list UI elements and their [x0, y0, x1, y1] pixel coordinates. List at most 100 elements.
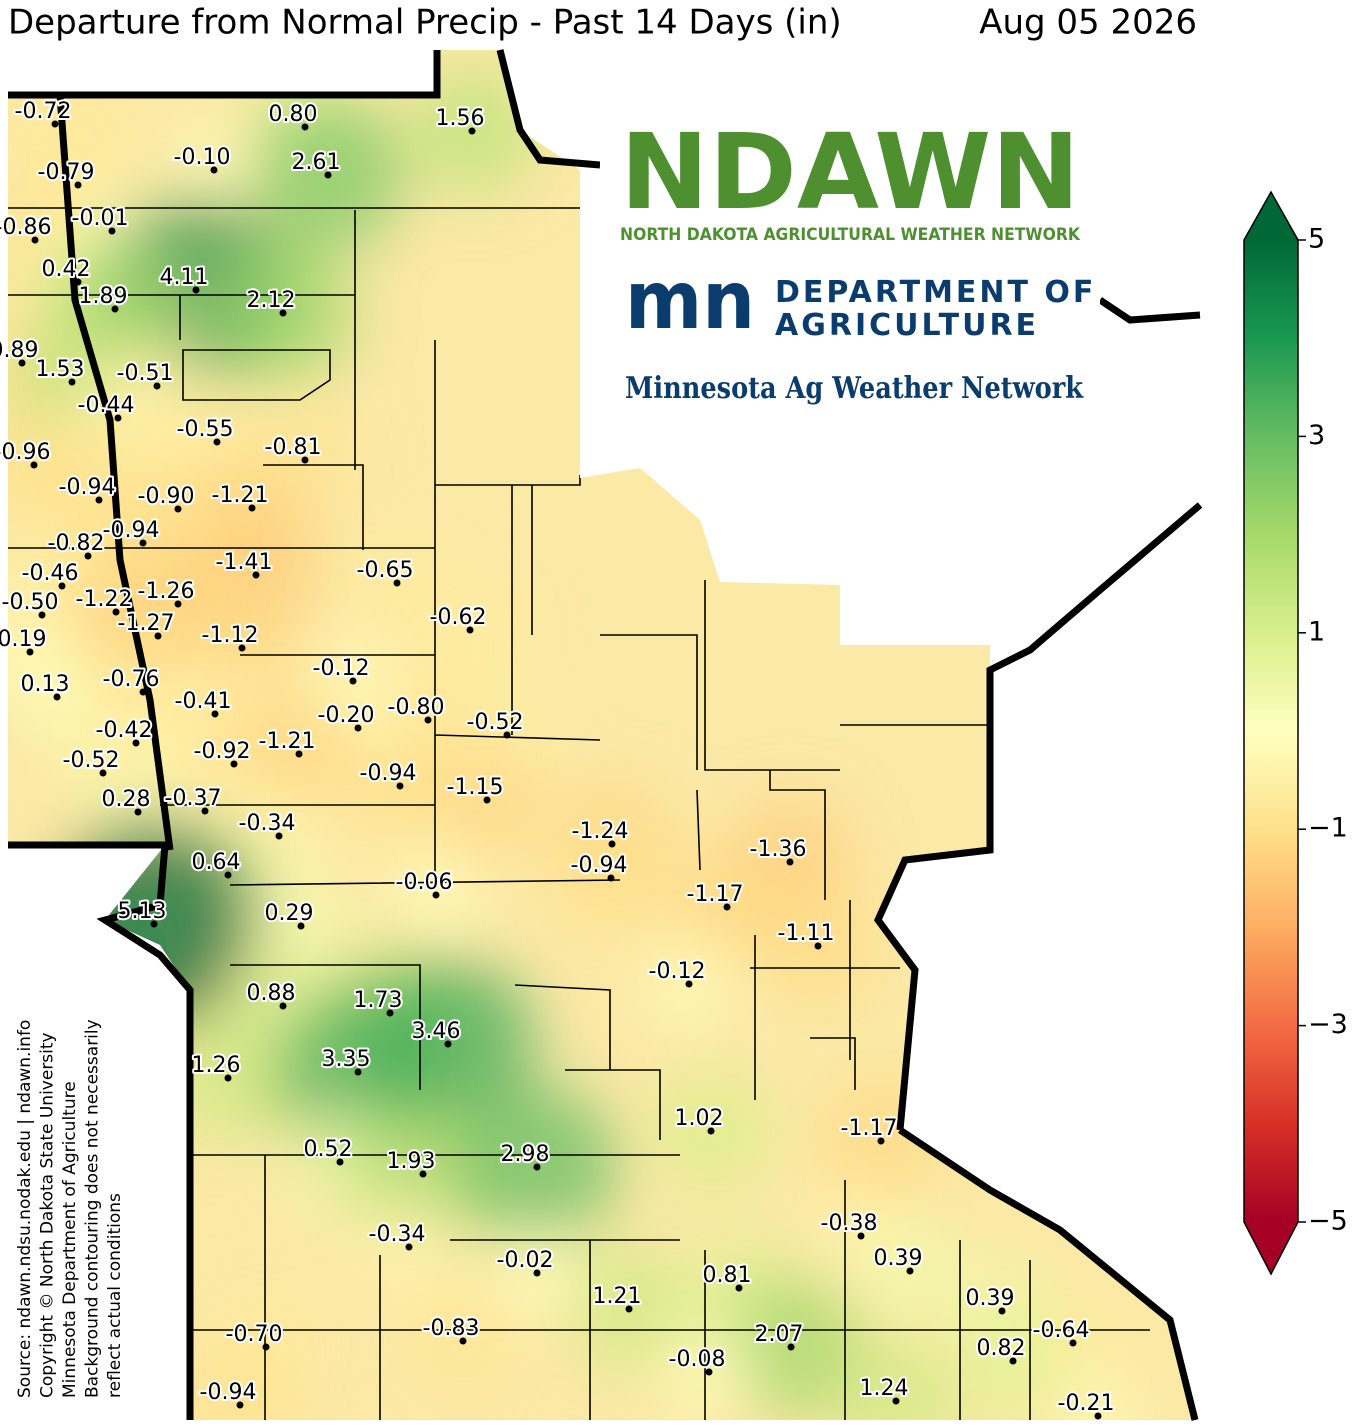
station-dot [108, 227, 116, 235]
station-label: 2.98 [501, 1142, 550, 1167]
station-label: -0.70 [226, 1322, 283, 1347]
station-dot [787, 1343, 795, 1351]
colorbar-body [1244, 240, 1298, 1222]
station-label: -1.36 [750, 837, 807, 862]
station-dot [735, 1284, 743, 1292]
station-dot [238, 644, 246, 652]
station-label: -1.21 [212, 483, 269, 508]
station-label: -0.06 [396, 870, 453, 895]
station-dot [503, 731, 511, 739]
station-dot [279, 1002, 287, 1010]
station-dot [139, 539, 147, 547]
station-label: -0.82 [48, 531, 105, 556]
station-dot [892, 1397, 900, 1405]
station-label: -0.79 [38, 160, 95, 185]
colorbar-tick-label: 1 [1308, 616, 1325, 647]
station-dot [1094, 1412, 1102, 1420]
station-label: -0.94 [200, 1380, 257, 1405]
station-dot [211, 710, 219, 718]
station-label: -0.62 [430, 605, 487, 630]
station-label: -0.86 [0, 215, 51, 240]
station-label: 3.35 [322, 1047, 371, 1072]
station-dot [424, 716, 432, 724]
county-lines [8, 207, 1150, 1420]
station-label: 2.12 [247, 288, 296, 313]
source-line: Source: ndawn.ndsu.nodak.edu | ndawn.inf… [15, 1020, 35, 1398]
station-label: -0.96 [0, 440, 50, 465]
station-label: -0.51 [117, 361, 174, 386]
station-label: 0.39 [874, 1246, 923, 1271]
station-dot [336, 1158, 344, 1166]
station-dot [150, 920, 158, 928]
station-label: 0.42 [42, 257, 91, 282]
station-label: -0.94 [103, 518, 160, 543]
station-dot [111, 305, 119, 313]
station-dot [468, 127, 476, 135]
station-label: -0.89 [0, 338, 38, 363]
station-label: -0.52 [467, 710, 524, 735]
station-label: -0.44 [78, 393, 135, 418]
station-dot [58, 582, 66, 590]
station-label: 1.24 [860, 1376, 909, 1401]
station-dot [354, 724, 362, 732]
station-dot [483, 796, 491, 804]
source-line: Minnesota Department of Agriculture [60, 1081, 80, 1398]
station-label: 0.39 [966, 1286, 1015, 1311]
station-dot [275, 832, 283, 840]
station-dot [705, 1368, 713, 1376]
station-label: 1.21 [593, 1284, 642, 1309]
station-dot [1009, 1357, 1017, 1365]
station-label: -1.22 [76, 587, 133, 612]
source-text: Source: ndawn.ndsu.nodak.edu | ndawn.inf… [15, 1019, 125, 1398]
station-dot [74, 181, 82, 189]
station-dot [38, 611, 46, 619]
station-dot [248, 504, 256, 512]
mn-logo: mn [625, 254, 755, 347]
station-label: -1.26 [138, 579, 195, 604]
station-label: 0.80 [269, 102, 318, 127]
station-label: -0.94 [571, 853, 628, 878]
station-dot [230, 760, 238, 768]
station-label: -0.80 [388, 695, 445, 720]
station-label: -0.37 [165, 786, 222, 811]
station-dot [432, 891, 440, 899]
station-dot [154, 632, 162, 640]
station-label: -1.12 [202, 623, 259, 648]
station-dot [324, 171, 332, 179]
title: Departure from Normal Precip - Past 14 D… [8, 3, 842, 43]
colorbar-tick-label: −3 [1308, 1009, 1348, 1040]
station-dot [26, 648, 34, 656]
station-dot [625, 1305, 633, 1313]
station-dot [396, 782, 404, 790]
station-dot [354, 1068, 362, 1076]
station-dot [99, 769, 107, 777]
date: Aug 05 2026 [979, 3, 1197, 43]
station-label: -0.08 [669, 1347, 726, 1372]
station-label: 1.26 [192, 1053, 241, 1078]
station-label: 0.82 [977, 1336, 1026, 1361]
station-dot [224, 1074, 232, 1082]
station-label: 1.53 [36, 357, 85, 382]
station-label: 3.46 [412, 1019, 461, 1044]
station-dot [252, 571, 260, 579]
station-dot [877, 1137, 885, 1145]
station-dot [857, 1232, 865, 1240]
station-label: -0.34 [239, 811, 296, 836]
colorbar: 5 3 1 −1 −3 −5 [1243, 190, 1348, 1276]
station-dot [84, 552, 92, 560]
station-label: 0.28 [102, 787, 151, 812]
station-label: 2.07 [755, 1322, 804, 1347]
station-dot [723, 903, 731, 911]
station-label: -1.24 [572, 819, 629, 844]
station-dot [608, 840, 616, 848]
station-dot [405, 1243, 413, 1251]
station-dot [74, 278, 82, 286]
station-label: 0.81 [703, 1263, 752, 1288]
station-dot [213, 438, 221, 446]
station-dot [114, 414, 122, 422]
station-dot [419, 1170, 427, 1178]
station-label: 1.73 [354, 988, 403, 1013]
station-dot [68, 378, 76, 386]
colorbar-extend-bottom [1244, 1222, 1298, 1274]
colorbar-tick-label: −1 [1308, 813, 1348, 844]
